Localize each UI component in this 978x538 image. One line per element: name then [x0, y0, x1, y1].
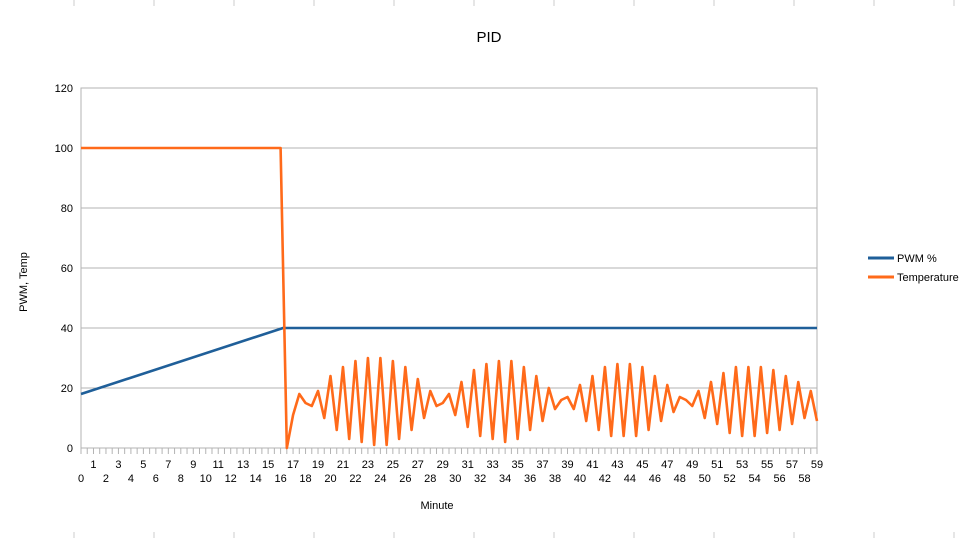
x-tick-label: 36: [524, 473, 536, 485]
x-tick-label: 46: [649, 473, 661, 485]
x-tick-label: 48: [674, 473, 686, 485]
y-tick-label: 80: [61, 203, 73, 215]
x-tick-label: 23: [362, 459, 374, 471]
x-tick-label: 58: [798, 473, 810, 485]
series-line-pwm: [80, 326, 817, 396]
gridlines: [81, 147, 817, 389]
y-tick-label: 0: [67, 443, 73, 455]
x-tick-label: 24: [374, 473, 386, 485]
y-tick-label: 120: [55, 83, 73, 95]
x-tick-label: 20: [324, 473, 336, 485]
x-tick-label: 29: [437, 459, 449, 471]
series-layer: [80, 146, 819, 450]
y-tick-label: 40: [61, 323, 73, 335]
y-tick-label: 20: [61, 383, 73, 395]
y-axis-ticks: 0 20 40 60 80 100 120: [55, 83, 73, 455]
x-tick-label: 19: [312, 459, 324, 471]
x-tick-label: 35: [511, 459, 523, 471]
x-tick-label: 1: [90, 459, 96, 471]
x-tick-label: 0: [78, 473, 84, 485]
x-tick-label: 53: [736, 459, 748, 471]
x-tick-label: 4: [128, 473, 134, 485]
x-tick-label: 38: [549, 473, 561, 485]
x-tick-label: 34: [499, 473, 511, 485]
x-tick-label: 43: [611, 459, 623, 471]
legend-label: Temperature: [897, 272, 959, 284]
legend-label: PWM %: [897, 253, 937, 265]
x-tick-label: 14: [250, 473, 262, 485]
y-tick-label: 60: [61, 263, 73, 275]
x-tick-label: 8: [178, 473, 184, 485]
x-tick-label: 9: [190, 459, 196, 471]
x-tick-label: 37: [536, 459, 548, 471]
x-axis-label: Minute: [420, 500, 453, 512]
x-tick-label: 25: [387, 459, 399, 471]
x-tick-label: 11: [213, 459, 224, 471]
y-tick-label: 100: [55, 143, 73, 155]
x-tick-label: 57: [786, 459, 798, 471]
x-tick-label: 18: [299, 473, 311, 485]
series-line-temperature: [81, 146, 819, 450]
x-tick-label: 16: [274, 473, 286, 485]
x-tick-label: 12: [225, 473, 237, 485]
x-tick-label: 5: [140, 459, 146, 471]
x-tick-label: 3: [115, 459, 121, 471]
x-tick-label: 31: [462, 459, 474, 471]
x-tick-label: 30: [449, 473, 461, 485]
x-tick-label: 6: [153, 473, 159, 485]
x-tick-label: 32: [474, 473, 486, 485]
x-tick-label: 15: [262, 459, 274, 471]
x-tick-label: 47: [661, 459, 673, 471]
x-tick-label: 22: [349, 473, 361, 485]
x-tick-label: 28: [424, 473, 436, 485]
x-tick-label: 59: [811, 459, 823, 471]
x-tick-label: 52: [724, 473, 736, 485]
x-tick-label: 51: [711, 459, 723, 471]
x-tick-label: 42: [599, 473, 611, 485]
page-edge-marks: [73, 0, 955, 538]
x-tick-label: 45: [636, 459, 648, 471]
x-tick-label: 10: [200, 473, 212, 485]
x-tick-label: 13: [237, 459, 249, 471]
x-tick-label: 50: [699, 473, 711, 485]
x-tick-label: 7: [165, 459, 171, 471]
chart-title: PID: [476, 29, 501, 46]
x-tick-label: 54: [749, 473, 761, 485]
legend: PWM % Temperature: [868, 253, 959, 284]
x-tick-label: 17: [287, 459, 299, 471]
x-axis-ticks: 1 3 5 7 9 11 13 15 17 19 21 23 25 27 29 31 33 35 37 39 41 43 4…: [78, 448, 823, 485]
x-tick-label: 49: [686, 459, 698, 471]
x-tick-label: 33: [487, 459, 499, 471]
x-tick-label: 44: [624, 473, 636, 485]
x-tick-label: 40: [574, 473, 586, 485]
x-tick-label: 56: [773, 473, 785, 485]
x-tick-label: 21: [337, 459, 349, 471]
x-tick-label: 55: [761, 459, 773, 471]
x-tick-label: 27: [412, 459, 424, 471]
x-tick-label: 2: [103, 473, 109, 485]
y-axis-label: PWM, Temp: [18, 252, 30, 312]
x-tick-label: 26: [399, 473, 411, 485]
x-tick-label: 41: [586, 459, 598, 471]
x-tick-label: 39: [561, 459, 573, 471]
